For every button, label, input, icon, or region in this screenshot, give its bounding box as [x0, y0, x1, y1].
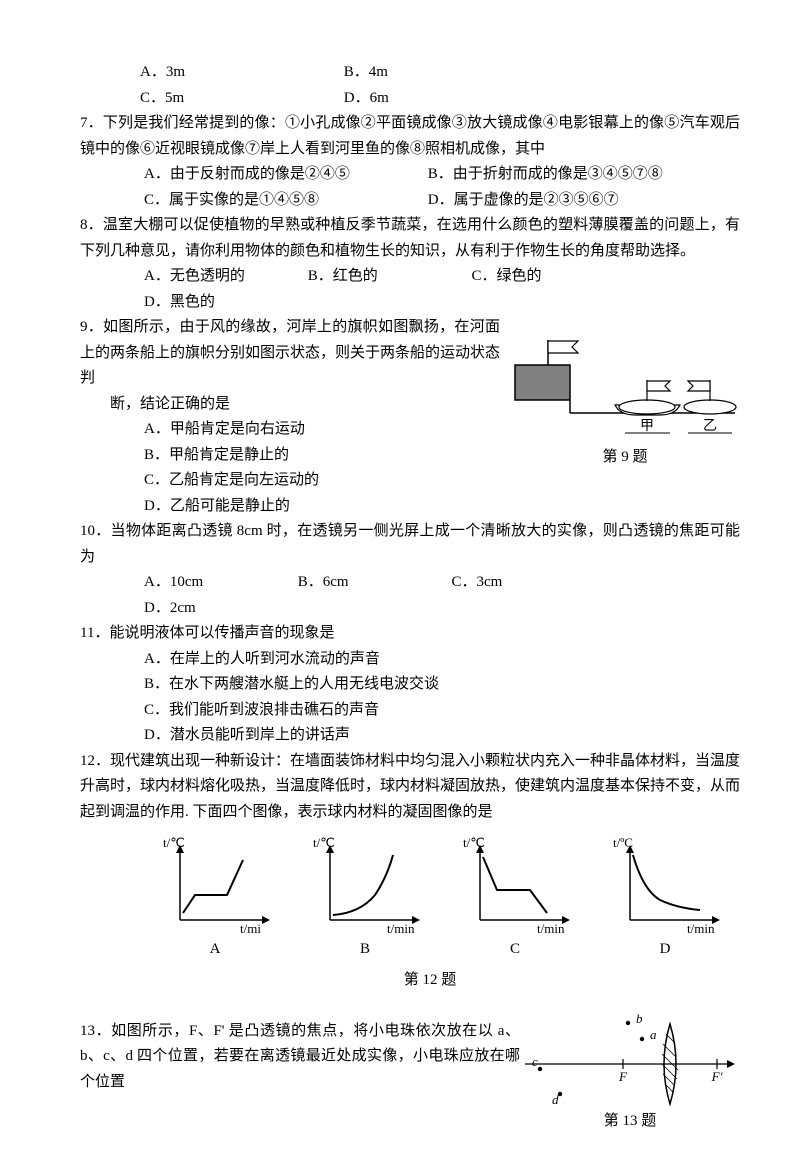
- q10-opt-b: B．6cm: [298, 570, 448, 596]
- svg-text:t/℃: t/℃: [313, 835, 335, 850]
- svg-text:F': F': [711, 1069, 723, 1084]
- q12-label-c: C: [455, 937, 575, 963]
- q8-opt-a: A．无色透明的: [144, 264, 304, 290]
- q6-opt-a: A．3m: [140, 60, 340, 86]
- q9-svg: 甲 乙: [510, 335, 740, 445]
- svg-text:a: a: [650, 1027, 657, 1042]
- q9-figure: 甲 乙 第 9 题: [510, 335, 740, 471]
- q12-label-b: B: [305, 937, 425, 963]
- q8-stem: 8．温室大棚可以促使植物的早熟或种植反季节蔬菜，在选用什么颜色的塑料薄膜覆盖的问…: [80, 213, 740, 264]
- q12-graph-b: t/℃ t/min B: [305, 835, 425, 963]
- q12-stem: 12．现代建筑出现一种新设计：在墙面装饰材料中均匀混入小颗粒状内充入一种非晶体材…: [80, 749, 740, 826]
- q10-opt-a: A．10cm: [144, 570, 294, 596]
- q6-options-row2: C．5m D．6m: [80, 86, 740, 112]
- q6-options-row1: A．3m B．4m: [80, 60, 740, 86]
- q7-opt-d: D．属于虚像的是②③⑤⑥⑦: [428, 188, 708, 214]
- q7-opt-c: C．属于实像的是①④⑤⑧: [144, 188, 424, 214]
- q12-graph-c: t/℃ t/min C: [455, 835, 575, 963]
- q13-block: 13．如图所示，F、F' 是凸透镜的焦点，将小电珠依次放在以 a、b、c、d 四…: [80, 1019, 740, 1135]
- q9-label-jia: 甲: [640, 419, 654, 434]
- q11-opt-c: C．我们能听到波浪排击礁石的声音: [80, 698, 740, 724]
- q11-stem: 11．能说明液体可以传播声音的现象是: [80, 621, 740, 647]
- q12-label-d: D: [605, 937, 725, 963]
- q13-figure: F F' a b c d 第 13 题: [520, 1009, 740, 1135]
- q8-opts: A．无色透明的 B．红色的 C．绿色的 D．黑色的: [80, 264, 740, 315]
- q9-caption: 第 9 题: [510, 445, 740, 471]
- svg-text:c: c: [532, 1054, 538, 1069]
- q8-opt-c: C．绿色的: [472, 264, 632, 290]
- q9-opt-c: C．乙船肯定是向左运动的: [80, 468, 740, 494]
- q13-stem: 13．如图所示，F、F' 是凸透镜的焦点，将小电珠依次放在以 a、b、c、d 四…: [80, 1019, 520, 1096]
- q12-caption: 第 12 题: [120, 968, 740, 994]
- q12-graphs: t/℃ t/mi A t/℃ t/min B t/℃: [140, 835, 740, 963]
- svg-text:t/℃: t/℃: [163, 835, 185, 850]
- q6-opt-d: D．6m: [344, 86, 544, 112]
- svg-text:d: d: [552, 1092, 559, 1107]
- q10-stem: 10．当物体距离凸透镜 8cm 时，在透镜另一侧光屏上成一个清晰放大的实像，则凸…: [80, 519, 740, 570]
- q6-opt-b: B．4m: [344, 60, 544, 86]
- q12-graph-a: t/℃ t/mi A: [155, 835, 275, 963]
- q7-row2: C．属于实像的是①④⑤⑧ D．属于虚像的是②③⑤⑥⑦: [80, 188, 740, 214]
- q13-caption: 第 13 题: [520, 1109, 740, 1135]
- q11-opt-d: D．潜水员能听到岸上的讲话声: [80, 723, 740, 749]
- q10-opts: A．10cm B．6cm C．3cm D．2cm: [80, 570, 740, 621]
- q10-opt-c: C．3cm: [452, 570, 602, 596]
- q12-graph-d: t/ºC t/min D: [605, 835, 725, 963]
- q9-opt-d: D．乙船可能是静止的: [80, 494, 740, 520]
- q11-opt-b: B．在水下两艘潜水艇上的人用无线电波交谈: [80, 672, 740, 698]
- svg-text:F: F: [618, 1069, 628, 1084]
- svg-text:t/mi: t/mi: [240, 921, 261, 935]
- q10-opt-d: D．2cm: [144, 596, 294, 622]
- q11-opt-a: A．在岸上的人听到河水流动的声音: [80, 647, 740, 673]
- q7-row1: A．由于反射而成的像是②④⑤ B．由于折射而成的像是③④⑤⑦⑧: [80, 162, 740, 188]
- svg-text:b: b: [636, 1011, 643, 1026]
- q9-block: 甲 乙 第 9 题 9．如图所示，由于风的缘故，河岸上的旗帜如图飘扬，在河面上的…: [80, 315, 740, 519]
- q12-label-a: A: [155, 937, 275, 963]
- q7-stem: 7．下列是我们经常提到的像：①小孔成像②平面镜成像③放大镜成像④电影银幕上的像⑤…: [80, 111, 740, 162]
- q7-opt-a: A．由于反射而成的像是②④⑤: [144, 162, 424, 188]
- q6-opt-c: C．5m: [140, 86, 340, 112]
- svg-text:t/min: t/min: [537, 921, 565, 935]
- svg-text:t/min: t/min: [687, 921, 715, 935]
- q7-opt-b: B．由于折射而成的像是③④⑤⑦⑧: [428, 162, 708, 188]
- svg-text:t/℃: t/℃: [463, 835, 485, 850]
- q8-opt-d: D．黑色的: [144, 290, 304, 316]
- svg-text:t/min: t/min: [387, 921, 415, 935]
- q9-label-yi: 乙: [703, 418, 717, 434]
- q8-opt-b: B．红色的: [308, 264, 468, 290]
